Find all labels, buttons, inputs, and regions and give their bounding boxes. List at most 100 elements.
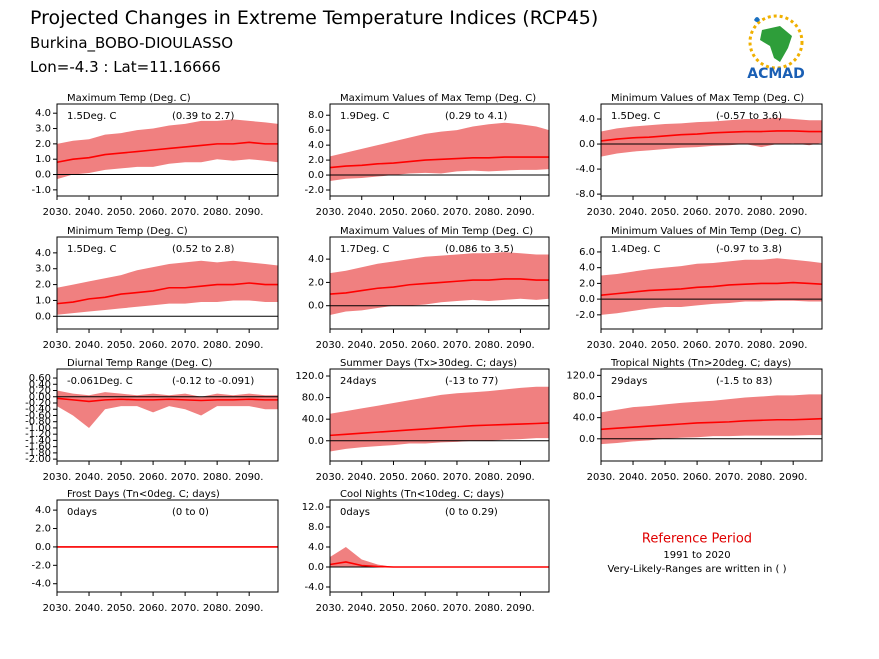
- x-tick-label: 2040.: [75, 603, 104, 614]
- plot-frame: [600, 368, 823, 462]
- y-tick-label: 0.0: [35, 311, 51, 322]
- x-tick-label: 2050.: [379, 603, 408, 614]
- x-tick-label: 2060.: [411, 340, 440, 351]
- reference-title: Reference Period: [642, 532, 752, 547]
- panel-annotation: (0 to 0): [172, 507, 209, 518]
- x-tick-label: 2080.: [474, 472, 503, 483]
- y-tick-label: 3.0: [35, 264, 51, 275]
- x-tick-label: 2030.: [43, 207, 72, 218]
- y-tick-label: 3.0: [35, 124, 51, 135]
- panel-annotation: 1.5Deg. C: [67, 244, 116, 255]
- y-tick-label: 1.0: [35, 295, 51, 306]
- panel-annotation: (-0.97 to 3.8): [716, 244, 782, 255]
- x-tick-label: 2040.: [75, 472, 104, 483]
- x-tick-label: 2050.: [379, 207, 408, 218]
- x-tick-label: 2030.: [316, 472, 345, 483]
- range-band: [330, 122, 549, 182]
- panel-annotation: 1.5Deg. C: [611, 111, 660, 122]
- y-tick-label: -1.40: [25, 435, 51, 446]
- range-band: [601, 117, 822, 157]
- y-tick-label: -0.20: [25, 398, 51, 409]
- logo-drop: [754, 17, 760, 22]
- y-tick-label: 4.0: [308, 140, 324, 151]
- y-tick-label: 0.0: [35, 542, 51, 553]
- x-tick-label: 2060.: [683, 207, 712, 218]
- panel-title: Maximum Temp (Deg. C): [67, 93, 191, 104]
- x-tick-label: 2030.: [43, 472, 72, 483]
- panel-title: Minimum Values of Min Temp (Deg. C): [611, 226, 801, 237]
- panel: Minimum Values of Min Temp (Deg. C) 1.4De…: [575, 226, 823, 351]
- y-tick-label: -4.0: [304, 582, 324, 593]
- range-band: [330, 386, 549, 452]
- panel: Minimum Temp (Deg. C) 1.5Deg. C (0.52 to 2…: [35, 226, 279, 351]
- y-tick-label: 0.40: [29, 379, 51, 390]
- x-tick-label: 2070.: [715, 207, 744, 218]
- x-tick-label: 2050.: [379, 472, 408, 483]
- mean-line: [56, 141, 278, 164]
- x-tick-label: 2050.: [379, 340, 408, 351]
- panel-title: Maximum Values of Min Temp (Deg. C): [340, 226, 533, 237]
- panel-title: Summer Days (Tx>30deg. C; days): [340, 358, 517, 369]
- mean-line: [56, 282, 278, 305]
- x-tick-label: 2090.: [779, 207, 808, 218]
- panel: Cool Nights (Tn<10deg. C; days) 0days (0 t…: [302, 489, 550, 614]
- x-tick-label: 2060.: [411, 207, 440, 218]
- y-tick-label: 80.0: [302, 393, 324, 404]
- plot-frame: [600, 103, 823, 197]
- range-band: [330, 547, 549, 567]
- reference-note: Very-Likely-Ranges are written in ( ): [607, 564, 786, 575]
- plot-frame: [329, 499, 550, 593]
- y-tick-label: 8.0: [308, 522, 324, 533]
- x-tick-label: 2070.: [443, 340, 472, 351]
- mean-line: [329, 422, 550, 437]
- x-tick-label: 2030.: [587, 472, 616, 483]
- y-tick-label: -2.00: [25, 454, 51, 465]
- plot-frame: [329, 236, 550, 330]
- y-tick-label: 2.0: [308, 155, 324, 166]
- y-tick-label: 0.0: [308, 562, 324, 573]
- y-tick-label: 8.0: [308, 110, 324, 121]
- panel-annotation: (0.086 to 3.5): [445, 244, 514, 255]
- y-tick-label: -1.80: [25, 448, 51, 459]
- x-tick-label: 2040.: [347, 340, 376, 351]
- y-tick-label: 4.0: [579, 263, 595, 274]
- x-tick-label: 2040.: [347, 603, 376, 614]
- x-tick-label: 2070.: [171, 207, 200, 218]
- panel-title: Tropical Nights (Tn>20deg. C; days): [610, 358, 791, 369]
- page-title: Projected Changes in Extreme Temperature…: [30, 7, 598, 29]
- panel: Minimum Values of Max Temp (Deg. C) 1.5De…: [575, 93, 823, 218]
- y-tick-label: 0.00: [29, 392, 51, 403]
- y-tick-label: 2.0: [308, 277, 324, 288]
- y-tick-label: 0.0: [35, 170, 51, 181]
- y-tick-label: 4.0: [579, 114, 595, 125]
- x-tick-label: 2070.: [443, 603, 472, 614]
- y-tick-label: 4.0: [35, 108, 51, 119]
- range-band: [330, 252, 549, 316]
- panel-annotation: (-13 to 77): [445, 376, 498, 387]
- y-tick-label: 4.0: [308, 542, 324, 553]
- y-tick-label: -1.60: [25, 442, 51, 453]
- y-tick-label: 6.0: [579, 247, 595, 258]
- x-tick-label: 2080.: [203, 472, 232, 483]
- x-tick-label: 2090.: [235, 207, 264, 218]
- x-tick-label: 2060.: [683, 472, 712, 483]
- panel-annotation: (-0.57 to 3.6): [716, 111, 782, 122]
- x-tick-label: 2080.: [747, 340, 776, 351]
- panel-annotation: (0 to 0.29): [445, 507, 498, 518]
- x-tick-label: 2090.: [506, 603, 535, 614]
- panel-title: Minimum Values of Max Temp (Deg. C): [611, 93, 804, 104]
- x-tick-label: 2090.: [506, 472, 535, 483]
- x-tick-label: 2050.: [107, 207, 136, 218]
- panel-annotation: -0.061Deg. C: [67, 376, 133, 387]
- y-tick-label: -4.0: [575, 164, 595, 175]
- x-tick-label: 2030.: [316, 603, 345, 614]
- x-tick-label: 2030.: [316, 340, 345, 351]
- x-tick-label: 2080.: [203, 340, 232, 351]
- y-tick-label: 0.60: [29, 373, 51, 384]
- y-tick-label: -1.0: [31, 185, 51, 196]
- x-tick-label: 2080.: [747, 472, 776, 483]
- y-tick-label: 0.20: [29, 386, 51, 397]
- panel-annotation: (0.52 to 2.8): [172, 244, 234, 255]
- x-tick-label: 2080.: [474, 340, 503, 351]
- mean-line: [329, 561, 549, 568]
